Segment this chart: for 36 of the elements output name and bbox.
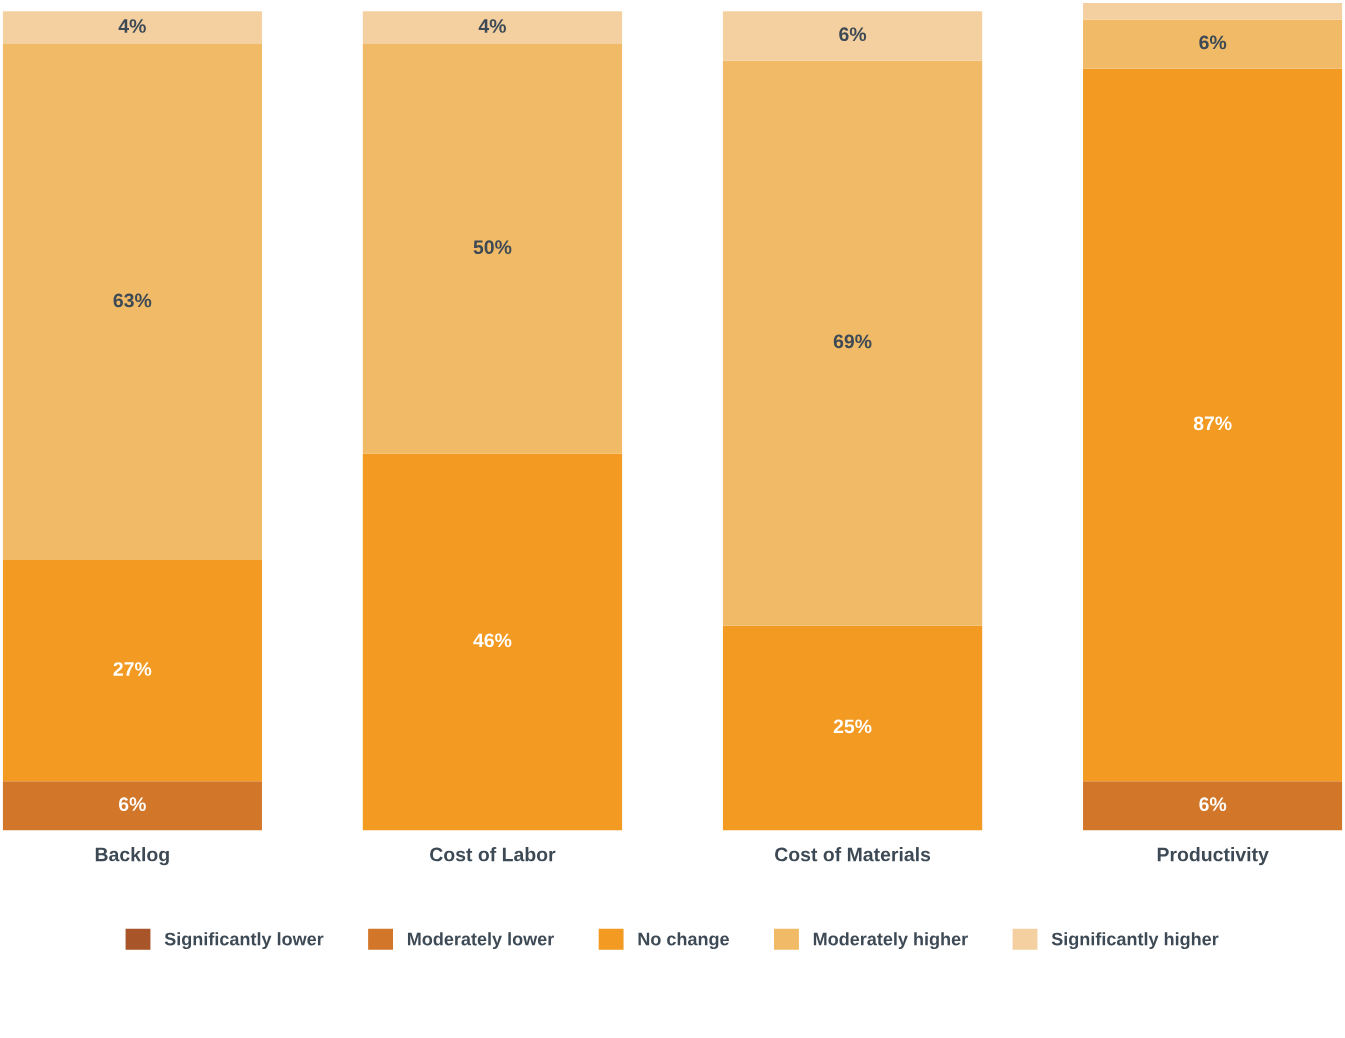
bar [1083,19,1343,69]
data-label: 87% [1193,416,1232,431]
bar [722,11,983,61]
bar [722,625,983,831]
legend-label: Moderately higher [813,932,968,950]
data-label: 69% [833,334,872,349]
data-label: 46% [473,633,512,648]
bar [1083,781,1343,831]
bar [2,44,262,561]
x-tick-label: Cost of Materials [775,847,931,862]
legend-label: Significantly lower [164,932,324,950]
data-label: 4% [478,19,506,33]
data-label: 6% [1199,797,1227,812]
bar [1083,68,1343,782]
legend-label: Moderately lower [407,932,554,950]
data-label: 6% [118,797,146,812]
data-label: 50% [473,240,512,255]
legend-label: No change [638,932,729,950]
bar [2,560,262,782]
data-label: 6% [1199,35,1227,50]
data-label: 6% [839,27,867,42]
x-tick-label: Productivity [1157,847,1269,866]
bar [362,453,623,831]
x-tick-label: Cost of Labor [430,847,556,862]
data-label: 25% [833,719,872,734]
bar [362,11,623,45]
bar [362,44,623,454]
bar [722,60,983,626]
bar [1083,3,1343,20]
data-label: 63% [113,293,152,308]
bar [2,781,262,831]
bar [2,11,262,45]
data-label: 4% [118,19,146,33]
x-tick-label: Backlog [95,847,169,866]
data-label: 27% [113,662,152,676]
legend-label: Significantly higher [1051,932,1219,950]
